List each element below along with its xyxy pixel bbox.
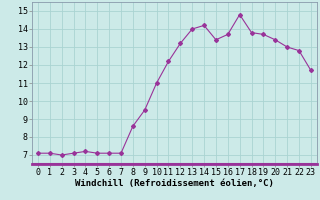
X-axis label: Windchill (Refroidissement éolien,°C): Windchill (Refroidissement éolien,°C) [75, 179, 274, 188]
